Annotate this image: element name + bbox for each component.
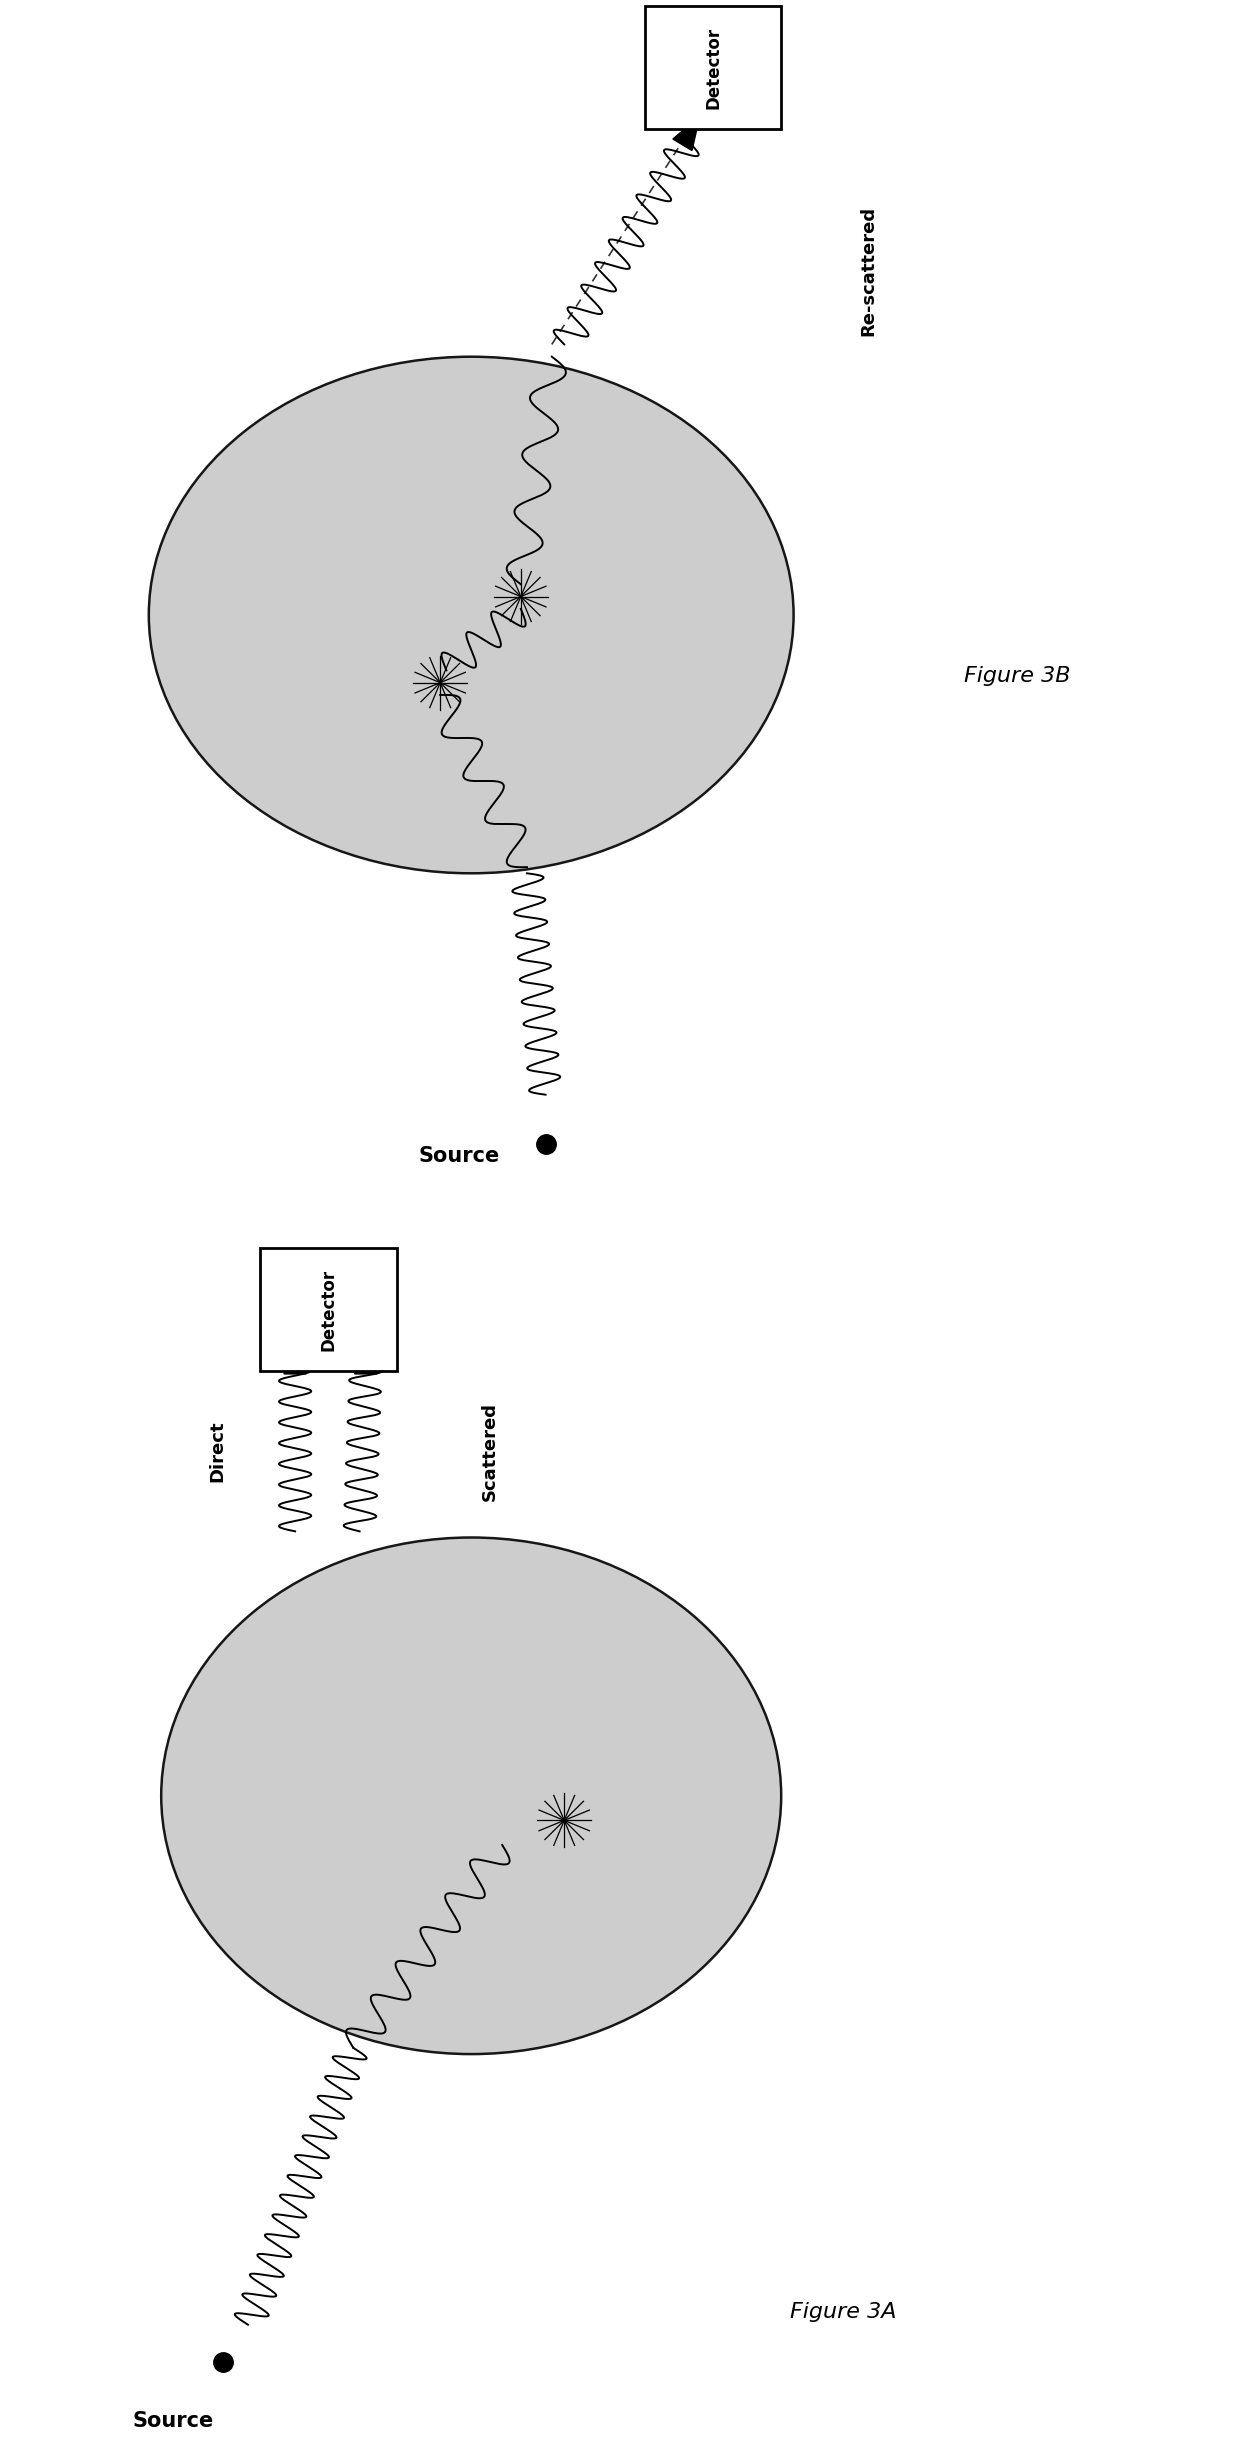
- FancyBboxPatch shape: [260, 1250, 397, 1373]
- FancyBboxPatch shape: [645, 7, 781, 128]
- Text: Direct: Direct: [208, 1422, 226, 1481]
- Text: Re-scattered: Re-scattered: [859, 207, 877, 335]
- Text: Detector: Detector: [704, 27, 722, 108]
- Ellipse shape: [161, 1538, 781, 2054]
- Text: Scattered: Scattered: [481, 1402, 498, 1501]
- Polygon shape: [284, 1341, 306, 1373]
- Polygon shape: [355, 1341, 377, 1373]
- Text: Detector: Detector: [320, 1269, 337, 1351]
- Ellipse shape: [149, 357, 794, 873]
- Text: Figure 3A: Figure 3A: [790, 2303, 897, 2322]
- Text: Source: Source: [133, 2411, 215, 2430]
- Text: Source: Source: [418, 1146, 500, 1166]
- Polygon shape: [673, 116, 699, 150]
- Text: Figure 3B: Figure 3B: [963, 667, 1070, 686]
